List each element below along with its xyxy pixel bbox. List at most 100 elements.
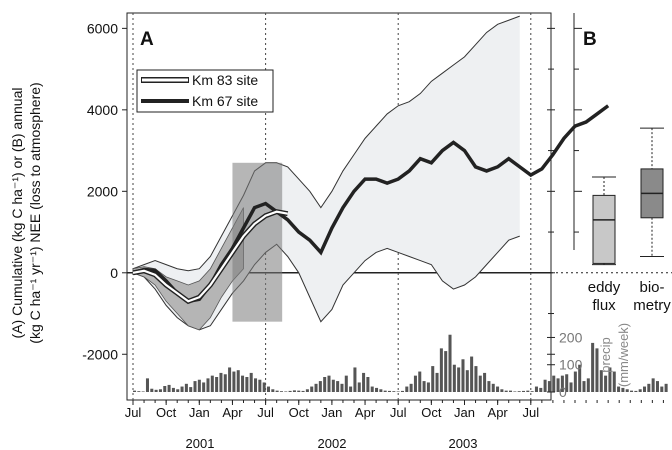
precip-bar	[405, 386, 409, 392]
precip-bar	[375, 387, 379, 392]
precip-bar	[651, 378, 655, 392]
precip-bar	[150, 388, 154, 392]
precip-bar	[318, 381, 322, 392]
series-km67-uncertainty-band	[133, 16, 520, 330]
precip-bar	[331, 379, 335, 392]
x-tick-label: Jul	[390, 405, 407, 420]
precip-bar	[465, 370, 469, 392]
precip-axis-label-line1: precip	[598, 337, 613, 372]
precip-bar	[236, 370, 240, 392]
precip-bar	[258, 379, 262, 392]
precip-bar	[288, 390, 292, 392]
precip-bar	[171, 387, 175, 392]
x-tick-label: Jul	[257, 405, 274, 420]
precip-bar	[660, 386, 664, 392]
precip-bar	[521, 390, 526, 392]
precip-bar	[444, 351, 448, 392]
precip-bar	[573, 371, 577, 392]
precip-bar	[504, 390, 508, 392]
precip-panel: 200 100 0	[133, 329, 668, 400]
precip-bar	[219, 372, 223, 392]
y-axis-label-line1: (A) Cumulative (kg C ha⁻¹) or (B) annual	[9, 88, 25, 339]
precip-bar	[634, 390, 638, 392]
precip-bar	[400, 390, 404, 392]
precip-bar	[500, 389, 504, 392]
precip-bar	[266, 386, 271, 392]
precip-bar	[638, 389, 642, 392]
precip-bar	[418, 371, 422, 392]
panel-a-label: A	[140, 29, 154, 50]
precip-bar	[193, 381, 197, 392]
precip-bar	[154, 389, 158, 392]
precip-bar	[357, 382, 361, 392]
precip-bar	[206, 378, 210, 392]
precip-bar	[526, 390, 530, 392]
precip-bar	[327, 375, 331, 392]
precip-tick-label: 100	[559, 357, 583, 373]
y-tick-label: 4000	[87, 102, 118, 118]
precip-bar	[461, 359, 465, 392]
precip-bar	[431, 366, 435, 392]
y-tick-label: 0	[110, 265, 118, 281]
x-year-label-2001: 2001	[186, 436, 215, 450]
x-tick-label: Jan	[454, 405, 475, 420]
precip-bar	[642, 386, 647, 392]
precip-bar	[483, 372, 487, 392]
precip-bar	[370, 386, 374, 392]
x-tick-label: Apr	[222, 405, 243, 420]
precip-bar	[547, 381, 551, 392]
precip-bar	[180, 386, 184, 392]
precip-bar	[517, 391, 521, 392]
precip-bar	[534, 386, 538, 392]
x-tick-label: Jan	[321, 405, 342, 420]
legend: Km 83 site Km 67 site	[136, 69, 274, 113]
precip-bar	[271, 389, 275, 392]
precip-bar	[491, 383, 495, 392]
precip-bar	[647, 383, 651, 392]
legend-km67-label: Km 67 site	[192, 93, 258, 109]
precip-bar	[599, 370, 603, 392]
precip-bar	[133, 390, 137, 392]
panel-b-label: B	[583, 29, 597, 50]
precip-bar	[362, 372, 366, 392]
precip-bar	[509, 390, 513, 392]
precip-bar	[184, 383, 188, 392]
precip-bar	[387, 390, 392, 392]
precip-bar	[621, 387, 625, 392]
precip-bar	[617, 386, 621, 392]
precip-bar	[496, 386, 500, 392]
precip-bar	[366, 377, 370, 392]
y-tick-label: -2000	[82, 346, 118, 362]
precip-bar	[292, 390, 296, 392]
precip-bar	[245, 377, 249, 392]
precip-bar	[167, 384, 171, 392]
precip-bar	[608, 367, 612, 392]
precip-bar	[457, 367, 461, 392]
precip-bar	[284, 391, 288, 392]
box-category-biometry-line1: bio-	[639, 279, 664, 296]
precip-bar	[297, 390, 301, 392]
precip-bar	[232, 371, 236, 392]
precip-bar	[478, 375, 482, 392]
y-tick-label: 6000	[87, 20, 118, 36]
precip-bar	[254, 378, 258, 392]
precip-tick-label: 200	[559, 329, 583, 345]
precip-bar	[552, 375, 556, 392]
precip-bar	[141, 391, 145, 392]
box-eddy-flux-box	[592, 194, 616, 264]
precip-bar	[228, 367, 232, 392]
precip-bar	[487, 381, 491, 392]
precip-bar	[262, 382, 266, 392]
x-tick-label: Jan	[189, 405, 210, 420]
precip-bar	[413, 375, 417, 392]
precip-bar	[474, 366, 478, 392]
precip-bar	[215, 377, 219, 392]
precip-bar	[409, 383, 413, 392]
precip-bar	[612, 371, 616, 392]
series-km67-upper-line	[132, 15, 520, 272]
precip-bar	[279, 391, 283, 392]
precip-bar	[379, 389, 383, 392]
precip-bar	[323, 377, 327, 392]
precip-bar	[396, 391, 400, 392]
